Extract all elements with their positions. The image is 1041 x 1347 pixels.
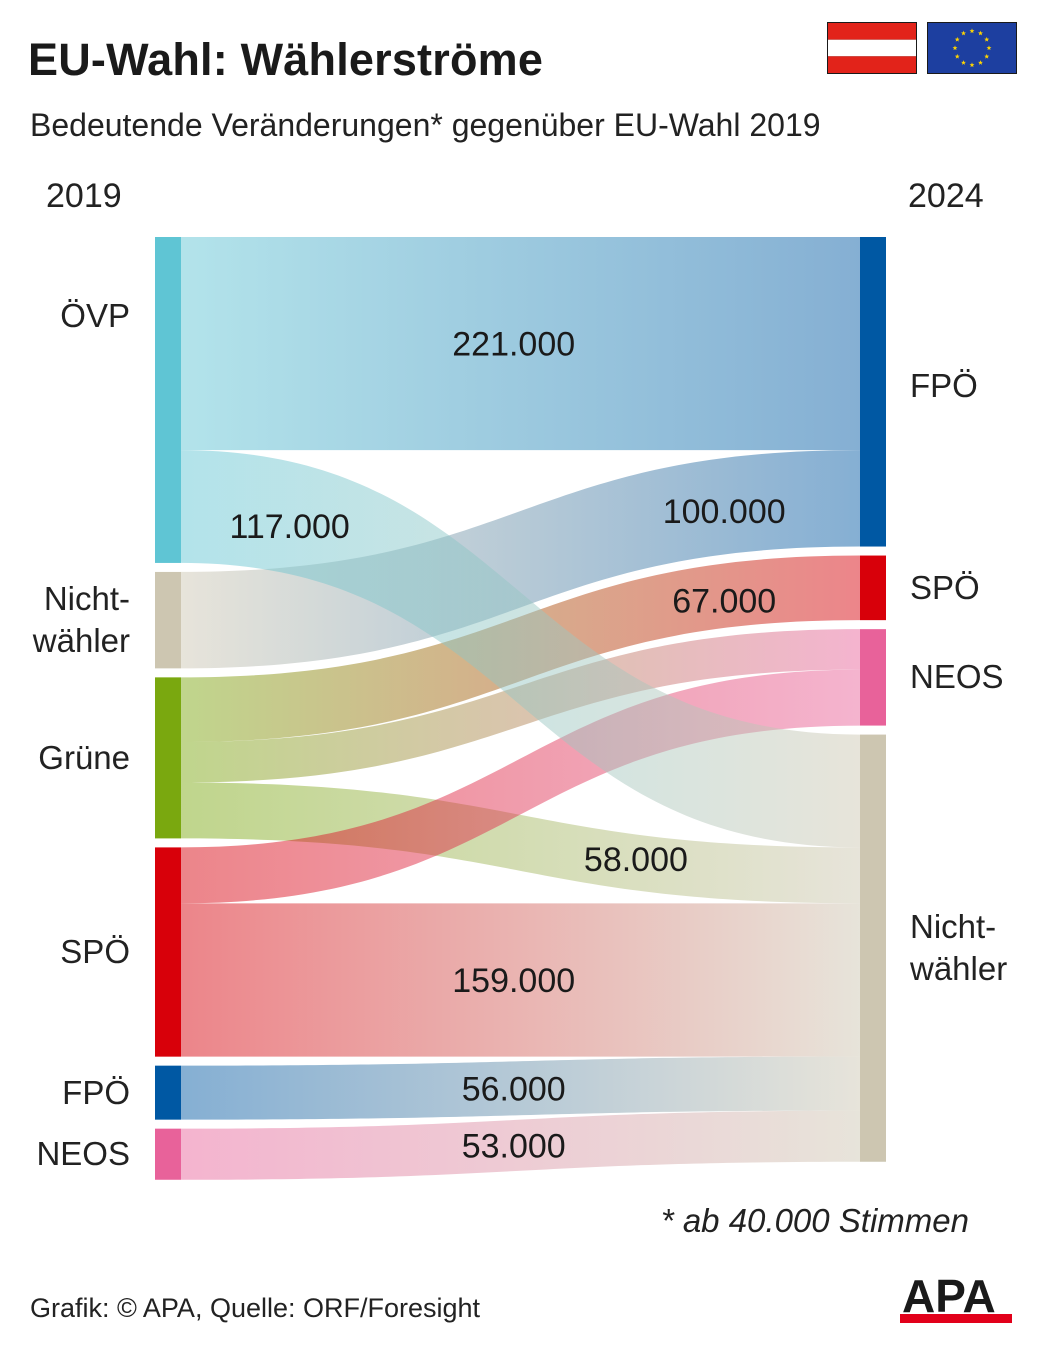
flow-value-label: 53.000 xyxy=(462,1127,566,1165)
apa-logo: APA xyxy=(900,1276,1012,1323)
flow-value-label: 67.000 xyxy=(672,583,776,621)
eu-star-icon xyxy=(961,30,966,36)
node-label-line: NEOS xyxy=(910,658,1004,696)
flow-value-label: 58.000 xyxy=(584,841,688,879)
eu-star-icon xyxy=(954,36,960,42)
node-label-line: Nicht- xyxy=(43,580,130,618)
eu-star-icon xyxy=(986,45,992,51)
node-fpoe_2019 xyxy=(155,1065,181,1120)
footnote: * ab 40.000 Stimmen xyxy=(660,1202,969,1239)
flow-gruene_2019-to-neos_2024 xyxy=(181,629,860,783)
flow-nw_2019-to-fpoe_2024 xyxy=(181,450,860,669)
flow-spoe_2019-to-nw_2024 xyxy=(181,903,860,1057)
node-label-line: FPÖ xyxy=(910,367,978,404)
eu-star-icon xyxy=(969,28,975,34)
eu-star-icon xyxy=(961,60,966,65)
page-subtitle: Bedeutende Veränderungen* gegenüber EU-W… xyxy=(30,107,821,143)
flow-value-label: 221.000 xyxy=(452,326,575,364)
node-label-neos_2024: NEOS xyxy=(910,656,1004,698)
node-label-fpoe_2019: FPÖ xyxy=(62,1072,130,1114)
node-label-fpoe_2024: FPÖ xyxy=(910,365,978,407)
node-label-line: SPÖ xyxy=(910,568,980,606)
node-label-line: Grüne xyxy=(38,738,130,776)
column-label-2024: 2024 xyxy=(908,177,984,215)
node-label-line: SPÖ xyxy=(60,933,130,971)
node-spoe_2019 xyxy=(155,847,181,1057)
eu-star-icon xyxy=(984,53,990,59)
austria-flag-icon xyxy=(827,22,917,74)
node-label-neos_2019: NEOS xyxy=(36,1133,130,1175)
node-spoe_2024 xyxy=(860,555,886,621)
node-label-spoe_2024: SPÖ xyxy=(910,567,980,609)
node-fpoe_2024 xyxy=(860,237,886,547)
column-label-2019: 2019 xyxy=(46,177,122,215)
flow-value-label: 117.000 xyxy=(229,508,349,546)
node-label-nw_2024: Nicht-wähler xyxy=(910,906,1007,990)
node-nw_2024 xyxy=(860,734,886,1162)
node-oevp_2019 xyxy=(155,237,181,563)
flow-value-label: 56.000 xyxy=(462,1070,566,1108)
page-title: EU-Wahl: Wählerströme xyxy=(28,34,544,85)
eu-star-icon xyxy=(978,60,983,65)
node-label-line: Nicht- xyxy=(910,908,997,946)
node-label-line: FPÖ xyxy=(62,1073,130,1111)
source-credit: Grafik: © APA, Quelle: ORF/Foresight xyxy=(30,1293,481,1323)
node-label-line: NEOS xyxy=(36,1135,130,1173)
eu-star-icon xyxy=(984,36,990,42)
eu-star-icon xyxy=(954,53,960,59)
node-label-line: wähler xyxy=(910,950,1008,988)
flow-oevp_2019-to-fpoe_2024 xyxy=(181,237,860,451)
flow-neos_2019-to-nw_2024 xyxy=(181,1110,860,1180)
node-label-oevp_2019: ÖVP xyxy=(60,295,130,337)
node-neos_2024 xyxy=(860,629,886,726)
eu-flag-icon xyxy=(927,22,1017,74)
node-label-line: wähler xyxy=(32,622,130,660)
node-label-nw_2019: Nicht-wähler xyxy=(33,578,130,662)
node-label-gruene_2019: Grüne xyxy=(38,737,130,779)
flow-oevp_2019-to-nw_2024 xyxy=(181,450,860,848)
node-nw_2019 xyxy=(155,571,181,669)
node-neos_2019 xyxy=(155,1128,181,1180)
flow-value-label: 100.000 xyxy=(663,493,786,531)
node-label-spoe_2019: SPÖ xyxy=(60,931,130,973)
flow-fpoe_2019-to-nw_2024 xyxy=(181,1056,860,1120)
flow-gruene_2019-to-nw_2024 xyxy=(181,782,860,904)
flow-value-label: 159.000 xyxy=(452,962,575,1000)
eu-star-icon xyxy=(978,30,983,36)
node-label-line: ÖVP xyxy=(60,297,130,334)
node-gruene_2019 xyxy=(155,677,181,839)
eu-star-icon xyxy=(969,62,975,68)
eu-star-icon xyxy=(952,45,958,51)
